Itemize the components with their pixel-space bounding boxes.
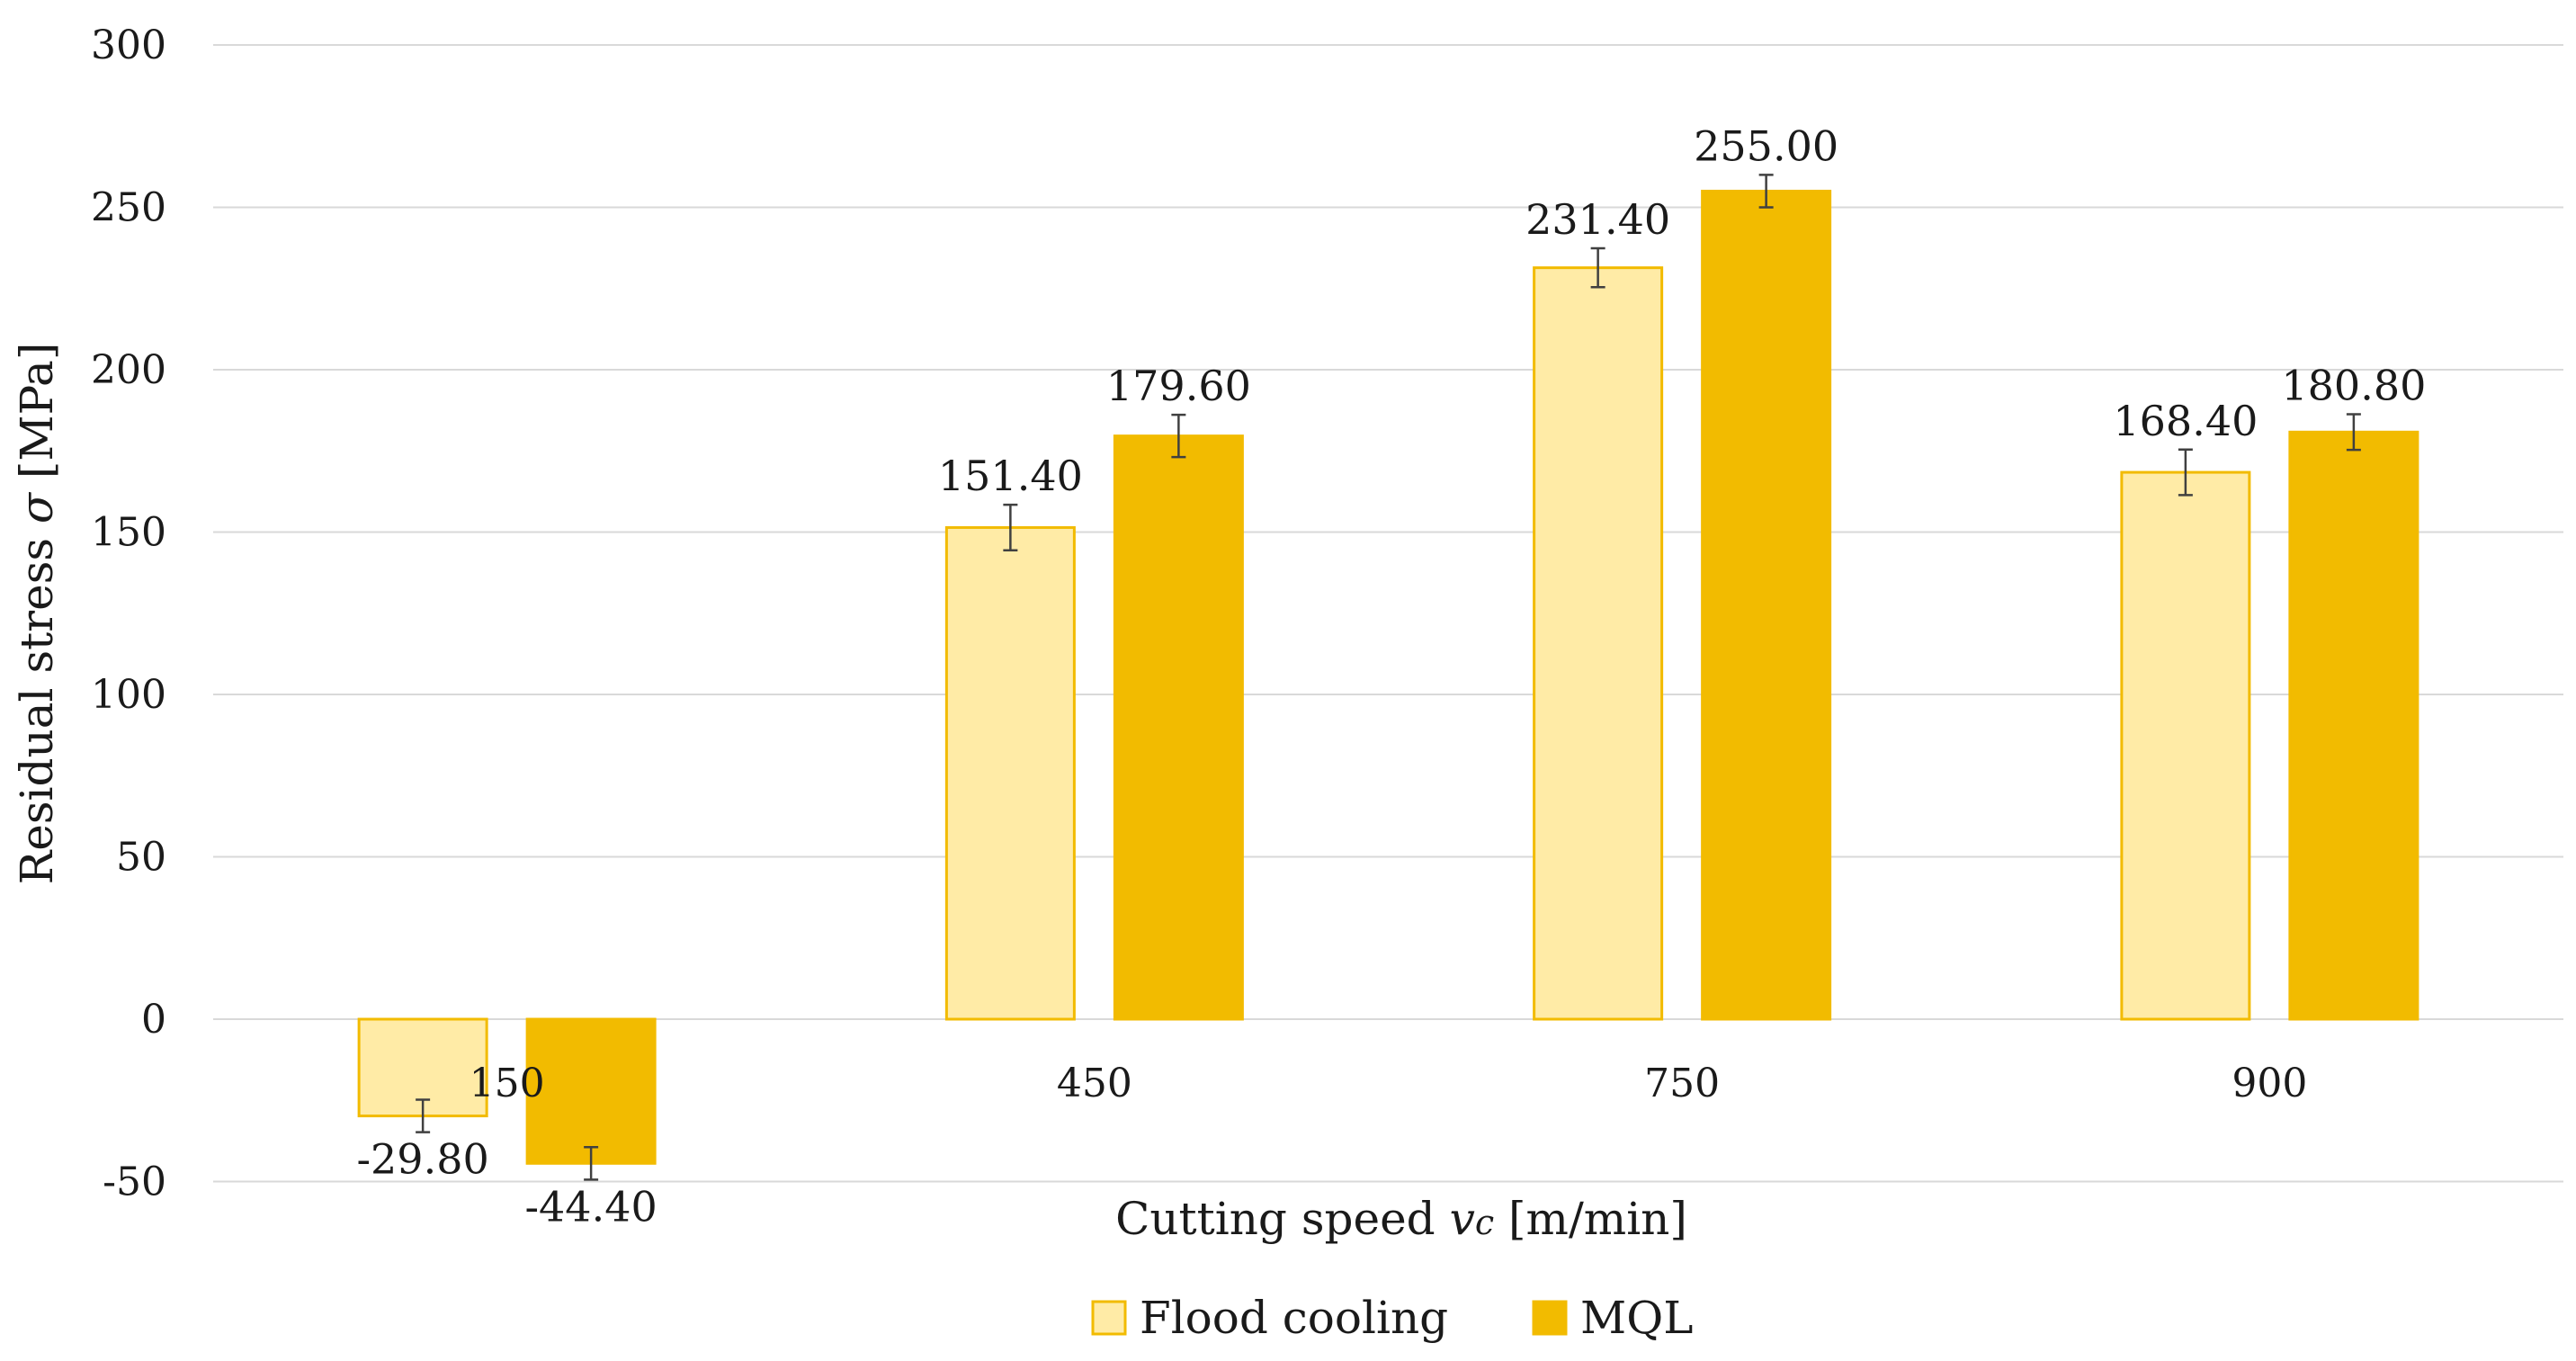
legend: Flood cooling MQL [1091,1292,1693,1344]
x-tick-label: 450 [1057,1061,1132,1106]
y-tick-label: 150 [91,510,166,556]
data-label: -44.40 [525,1182,657,1231]
data-label: 179.60 [1106,362,1251,410]
x-tick-labels: 150 450 750 900 [470,1061,2308,1106]
bar [2288,430,2419,1021]
data-label: -29.80 [357,1135,489,1184]
y-tick-labels: -50 0 50 100 150 200 250 300 [91,22,166,1205]
legend-swatch-mql [1532,1300,1568,1336]
data-label: 180.80 [2281,361,2426,409]
y-tick-label: 0 [141,997,166,1043]
y-axis-title: Residual stress σ [MPa] [11,343,63,885]
y-tick-label: 50 [116,835,166,881]
legend-swatch-flood-cooling [1091,1300,1127,1336]
bars [357,174,2419,1181]
bar [944,525,1076,1021]
bar [1113,434,1244,1021]
data-label: 255.00 [1694,121,1838,170]
bar [525,1017,657,1165]
legend-label-flood-cooling: Flood cooling [1140,1292,1448,1344]
y-tick-label: 100 [91,672,166,718]
data-label: 151.40 [938,452,1083,500]
data-label: 168.40 [2113,397,2258,445]
x-tick-label: 900 [2232,1061,2307,1106]
bar [2120,470,2251,1021]
data-label: 231.40 [1525,195,1670,244]
legend-item-flood-cooling: Flood cooling [1091,1292,1448,1344]
x-axis-title: Cutting speed vc [m/min] [1115,1193,1687,1245]
y-tick-label: -50 [103,1160,166,1205]
x-tick-label: 750 [1644,1061,1720,1106]
legend-item-mql: MQL [1532,1292,1693,1344]
x-tick-label: 150 [470,1061,545,1106]
bar [1533,266,1664,1021]
bar [1701,189,1832,1021]
data-labels: -29.80 -44.40 151.40 179.60 231.40 255.00 168.… [357,121,2427,1231]
legend-label-mql: MQL [1580,1292,1693,1344]
y-tick-label: 200 [91,347,166,393]
y-tick-label: 250 [91,185,166,231]
y-tick-label: 300 [91,22,166,68]
